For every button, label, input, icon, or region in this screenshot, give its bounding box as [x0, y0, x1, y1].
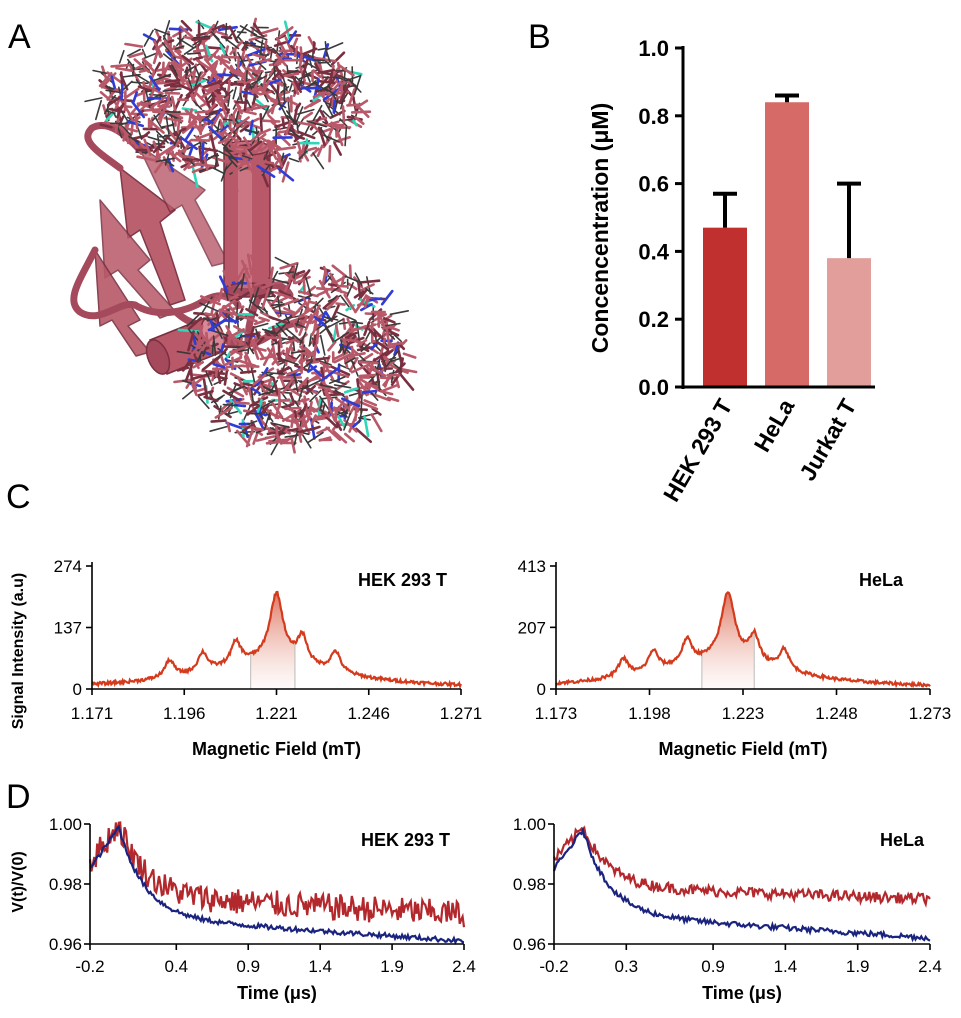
x-tick-label: 1.173 — [535, 704, 578, 723]
series-annotation: HeLa — [859, 570, 904, 590]
blue-trace-line — [552, 825, 931, 943]
series-annotation: HEK 293 T — [358, 570, 447, 590]
x-tick-label: 1.248 — [815, 704, 858, 723]
x-axis-label: Time (μs) — [237, 983, 317, 1003]
red-trace-line — [553, 825, 931, 908]
y-tick-label: 137 — [54, 619, 82, 638]
x-axis-label: Magnetic Field (mT) — [192, 739, 361, 759]
trace-hek: 0.96 0.98 1.00 -0.2 0.4 0.9 1.4 1.9 2.4 Time (μs)… — [49, 815, 476, 1003]
red-trace-line — [88, 821, 466, 928]
series-annotation: HeLa — [880, 830, 925, 850]
x-tick-label: 1.273 — [909, 704, 952, 723]
y-tick-label: 0.96 — [513, 935, 546, 954]
bar — [703, 227, 747, 387]
x-tick-label: HEK 293 T — [658, 395, 737, 507]
spectrum-hek: 0 137 274 1.171 1.196 1.221 1.246 1.271 Magnetic… — [54, 557, 483, 759]
series-annotation: HEK 293 T — [361, 830, 450, 850]
x-tick-label: 1.246 — [347, 704, 390, 723]
y-tick-label: 0.98 — [49, 875, 82, 894]
y-tick-label: 1.00 — [49, 815, 82, 834]
bar — [765, 102, 809, 388]
spin-label-cluster-top — [84, 17, 372, 193]
y-axis-label: Concencentration (μM) — [587, 103, 613, 353]
protein-structure-illustration — [70, 17, 418, 456]
y-tick-label: 0.8 — [638, 104, 669, 129]
panel-letter-b: B — [528, 18, 551, 56]
x-axis-label: Magnetic Field (mT) — [658, 739, 827, 759]
spin-label-cluster-bottom — [173, 253, 418, 456]
y-tick-label: 1.0 — [638, 36, 669, 61]
trace-hela: 0.96 0.98 1.00 -0.2 0.3 0.9 1.4 1.9 2.4 Time (μs)… — [513, 815, 942, 1003]
x-tick-label: Jurkat T — [794, 395, 861, 485]
x-tick-label: 1.196 — [163, 704, 206, 723]
y-tick-label: 274 — [54, 557, 82, 576]
panel-letter-d: D — [6, 778, 31, 816]
bar — [827, 258, 871, 387]
y-tick-label: 207 — [518, 618, 546, 637]
x-tick-label: 1.9 — [846, 957, 870, 976]
x-tick-label: 0.4 — [164, 957, 188, 976]
x-tick-label: 1.9 — [380, 957, 404, 976]
x-tick-label: -0.2 — [539, 957, 568, 976]
y-tick-label: 0.4 — [638, 239, 669, 264]
trace-y-axis-label: V(t)/V(0) — [10, 851, 27, 912]
y-tick-label: 0.2 — [638, 307, 669, 332]
y-tick-label: 0.98 — [513, 875, 546, 894]
x-tick-label: 0.3 — [614, 957, 638, 976]
x-tick-label: 2.4 — [452, 957, 476, 976]
x-tick-label: 1.223 — [722, 704, 765, 723]
peak-integration-shade — [701, 592, 755, 689]
y-tick-label: 0 — [537, 680, 546, 699]
spectrum-y-axis-label: Signal Intensity (a.u) — [10, 573, 27, 729]
blue-trace-line — [89, 824, 465, 945]
y-tick-label: 0.96 — [49, 935, 82, 954]
x-axis-label: Time (μs) — [702, 983, 782, 1003]
y-tick-label: 0.0 — [638, 375, 669, 400]
spectrum-hela: 0 207 413 1.173 1.198 1.223 1.248 1.273 Magnetic… — [518, 557, 952, 759]
peak-integration-shade — [250, 592, 295, 689]
spectrum-line — [91, 590, 463, 690]
x-tick-label: 1.198 — [628, 704, 671, 723]
y-tick-label: 413 — [518, 557, 546, 576]
x-tick-label: 1.271 — [440, 704, 483, 723]
x-tick-label: 1.221 — [255, 704, 298, 723]
panel-letter-a: A — [8, 18, 31, 56]
x-tick-label: HeLa — [749, 394, 800, 456]
panel-letter-c: C — [6, 478, 31, 516]
x-tick-label: 0.9 — [236, 957, 260, 976]
y-tick-label: 0.6 — [638, 172, 669, 197]
x-tick-label: -0.2 — [75, 957, 104, 976]
y-tick-label: 0 — [73, 680, 82, 699]
x-tick-label: 1.171 — [71, 704, 114, 723]
x-tick-label: 1.4 — [308, 957, 332, 976]
spectrum-line — [555, 591, 931, 689]
y-tick-label: 1.00 — [513, 815, 546, 834]
beta-sheet-ribbons — [94, 144, 229, 357]
bar-chart-axes: 0.0 0.2 0.4 0.6 0.8 1.0 — [638, 36, 875, 400]
x-tick-label: 1.4 — [774, 957, 798, 976]
x-tick-label: 2.4 — [918, 957, 942, 976]
x-tick-label: 0.9 — [701, 957, 725, 976]
